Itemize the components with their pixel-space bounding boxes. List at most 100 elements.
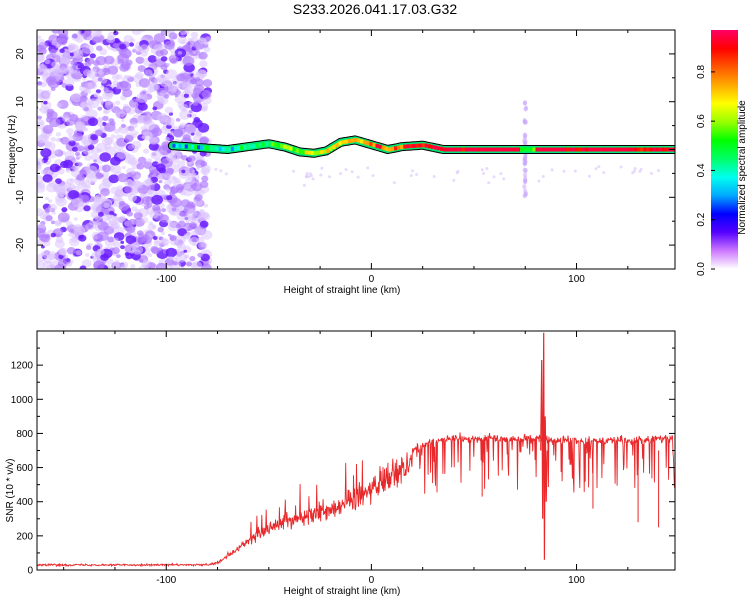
noise-blob xyxy=(153,33,166,43)
ridge-cell xyxy=(353,138,358,143)
noise-blob xyxy=(66,128,74,135)
noise-blob xyxy=(190,113,197,119)
ridge-cell xyxy=(550,147,555,152)
ridge-cell xyxy=(424,143,428,148)
x-tick-label: 100 xyxy=(568,274,585,285)
noise-blob xyxy=(166,187,171,192)
noise-blob xyxy=(40,169,47,175)
noise-blob xyxy=(199,220,209,228)
noise-blob xyxy=(480,168,484,172)
noise-blob xyxy=(56,102,62,108)
noise-blob xyxy=(185,123,190,127)
noise-blob xyxy=(219,169,223,173)
noise-blob xyxy=(92,35,101,44)
noise-blob xyxy=(50,136,57,142)
colorbar-ticks: 0.0 0.2 0.4 0.6 0.8 xyxy=(696,64,715,276)
noise-blob xyxy=(87,144,95,150)
noise-blob xyxy=(657,169,661,173)
noise-blob xyxy=(588,174,591,178)
noise-blob xyxy=(161,231,165,235)
noise-blob xyxy=(159,77,172,87)
noise-blob xyxy=(184,215,192,222)
ridge-cell xyxy=(215,146,219,151)
noise-blob xyxy=(132,187,139,193)
noise-blob xyxy=(118,124,130,134)
noise-blob xyxy=(76,174,85,181)
ridge-cell xyxy=(634,147,638,152)
ridge-cell xyxy=(569,147,573,152)
noise-blob xyxy=(147,223,156,231)
noise-blob xyxy=(191,230,198,236)
noise-blob xyxy=(84,128,89,132)
noise-blob xyxy=(177,36,187,44)
noise-blob xyxy=(164,40,176,50)
noise-blob xyxy=(129,127,136,133)
noise-blob xyxy=(120,240,125,244)
noise-blob xyxy=(192,87,202,95)
noise-blob xyxy=(202,79,213,88)
noise-blob xyxy=(199,136,210,145)
ridge-cell xyxy=(369,142,373,147)
ridge-cell xyxy=(584,147,588,152)
spike-blob xyxy=(522,156,527,162)
noise-blob xyxy=(152,106,158,111)
noise-blob xyxy=(116,151,127,160)
ridge-cell xyxy=(464,147,468,152)
noise-blob xyxy=(73,217,79,221)
ridge-cell xyxy=(304,150,308,155)
noise-blob xyxy=(40,148,52,158)
noise-blob xyxy=(71,233,79,239)
noise-blob xyxy=(87,81,98,90)
y-tick-label: 600 xyxy=(16,463,33,474)
noise-blob xyxy=(43,100,48,105)
ridge-cell xyxy=(480,147,484,152)
noise-blob xyxy=(37,81,44,87)
noise-blob xyxy=(108,174,120,184)
snr-spike xyxy=(540,332,548,560)
noise-blob xyxy=(201,90,211,98)
noise-blob xyxy=(165,69,178,79)
noise-blob xyxy=(185,177,196,186)
snr-x-label: Height of straight line (km) xyxy=(284,586,401,597)
noise-blob xyxy=(502,177,506,181)
noise-blob xyxy=(153,44,163,52)
ridge-cell xyxy=(243,145,247,150)
noise-blob xyxy=(86,174,98,184)
noise-blob xyxy=(201,175,209,182)
noise-blob xyxy=(302,183,306,187)
noise-blob xyxy=(179,122,186,128)
ridge-cell xyxy=(661,147,665,152)
ridge-cell xyxy=(381,145,385,150)
noise-blob xyxy=(142,261,151,269)
noise-blob xyxy=(94,193,107,204)
ridge-cell xyxy=(286,145,290,150)
colorbar-gradient xyxy=(711,30,738,269)
noise-blob xyxy=(194,194,203,202)
ridge-cell xyxy=(277,143,281,148)
y-tick-label: -20 xyxy=(15,237,26,252)
noise-blob xyxy=(194,78,204,87)
noise-blob xyxy=(190,261,203,269)
noise-blob xyxy=(86,36,91,41)
spike-blob xyxy=(523,179,527,185)
noise-blob xyxy=(70,59,77,66)
noise-blob xyxy=(167,222,179,232)
ridge-cell xyxy=(477,147,481,152)
noise-blob xyxy=(58,254,64,260)
noise-blob xyxy=(176,184,184,191)
ridge-cell xyxy=(341,140,345,145)
noise-blob xyxy=(93,94,98,98)
noise-blob xyxy=(485,167,489,170)
ridge-cell xyxy=(344,139,348,144)
noise-blob xyxy=(46,110,58,120)
noise-blob xyxy=(90,210,101,219)
noise-blob xyxy=(68,133,73,137)
ridge-cell xyxy=(258,143,262,148)
noise-blob xyxy=(174,234,186,245)
colorbar-tick-label: 0.0 xyxy=(696,262,707,276)
noise-blob xyxy=(170,197,182,208)
ridge-cell xyxy=(387,147,392,152)
noise-blob xyxy=(148,136,158,145)
